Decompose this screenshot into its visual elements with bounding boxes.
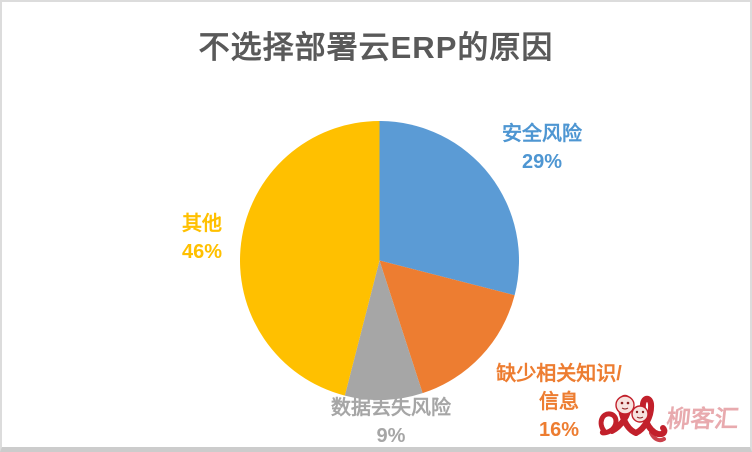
slice-label-other: 其他 46% [182,210,222,266]
slice-label-lack-of-knowledge: 缺少相关知识/ 信息 16% [496,360,622,444]
slice-label-text: 其他 [182,213,222,235]
pie-slice-46%[interactable] [240,121,380,396]
watermark-face-icon [615,395,649,423]
watermark-logo: 柳客汇 [598,394,740,443]
slice-label-text: 数据丢失风险 [331,397,451,419]
slice-label-text: 安全风险 [502,123,582,145]
pie-chart-container [240,121,519,400]
pie-chart[interactable] [240,121,519,400]
slice-label-text: 信息 [539,391,579,413]
watermark-text: 柳客汇 [665,405,740,433]
pie-slice-9%[interactable] [344,260,423,401]
slice-label-value: 16% [538,419,580,441]
slice-label-text: 缺少相关知识/ [496,363,622,385]
slice-label-value: 9% [376,425,406,447]
slice-label-data-loss-risk: 数据丢失风险 9% [331,394,451,447]
slice-label-value: 46% [181,241,223,263]
pie-slice-16%[interactable] [379,260,515,394]
pie-slice-29%[interactable] [379,121,520,296]
slice-label-value: 29% [521,151,563,173]
chart-title: 不选择部署云ERP的原因 [198,30,554,65]
slice-label-security-risk: 安全风险 29% [502,120,582,176]
